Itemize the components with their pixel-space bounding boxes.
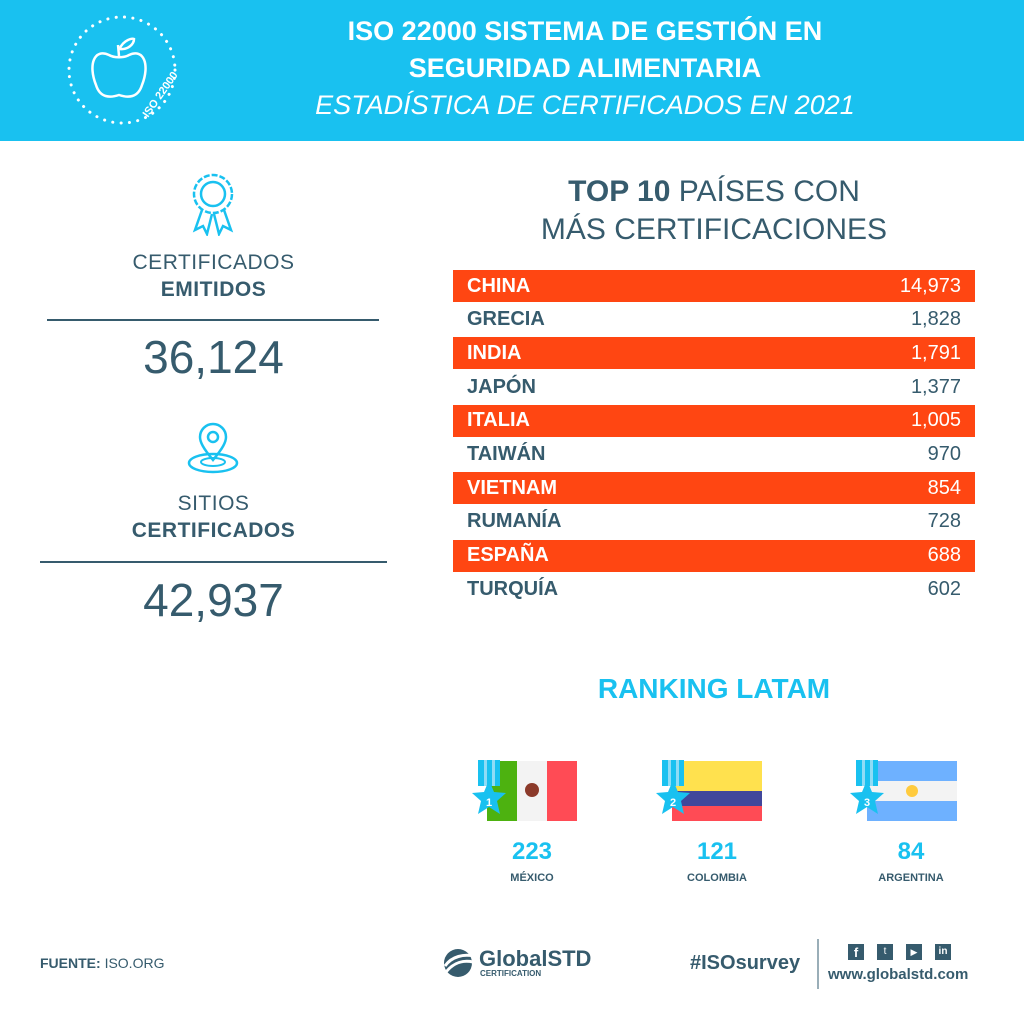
latam-value: 121 [696,838,738,865]
hashtag: #ISOsurvey [690,952,801,974]
logo-subtext: CERTIFICATION [480,969,542,978]
country-value: 688 [927,544,961,567]
latam-value: 223 [511,838,553,865]
table-row: ITALIA 1,005 [453,404,975,437]
source: FUENTE: ISO.ORG [40,955,164,971]
colombia-flag [672,761,762,821]
table-row: VIETNAM 854 [453,472,975,505]
latam-country: COLOMBIA [687,872,747,884]
top10-title-line1: TOP 10 PAÍSES CON [453,175,975,209]
country-value: 970 [927,443,961,465]
divider [47,319,379,321]
table-row: JAPÓN 1,377 [453,371,975,403]
latam-title: RANKING LATAM [597,673,831,704]
latam-country: ARGENTINA [878,872,944,884]
table-row: INDIA 1,791 [453,337,975,370]
medal-star-icon: 2 [656,760,690,814]
country-value: 602 [927,577,961,600]
badge-text: ISO 22000 [141,70,181,120]
footer-divider [817,939,819,989]
globalstd-logo-icon [443,949,475,977]
source-label: FUENTE: [40,955,101,971]
latam-item: 223 MÉXICO [442,838,622,884]
rank-number: 3 [864,797,870,809]
table-row: CHINA 14,973 [453,270,975,302]
country-name: RUMANÍA [467,510,562,533]
table-row: TAIWÁN 970 [453,439,975,471]
stat-label: CERTIFICADOS [132,251,295,274]
stat-label-bold: CERTIFICADOS [131,519,296,542]
country-name: INDIA [467,341,522,364]
top10-title-rest: PAÍSES CON [678,175,860,208]
country-value: 14,973 [899,274,961,297]
country-name: ITALIA [467,409,530,432]
country-name: TURQUÍA [467,577,559,600]
stat-label-bold: EMITIDOS [160,278,267,301]
header-title-line2: SEGURIDAD ALIMENTARIA [408,53,762,83]
stat-value-certificates: 36,124 [143,331,284,383]
latam-country: MÉXICO [510,872,554,884]
table-row: TURQUÍA 602 [453,573,975,605]
medal-star-icon: 1 [472,760,506,814]
facebook-icon[interactable]: f [848,944,864,960]
stat-value-sites: 42,937 [143,574,284,626]
country-value: 1,791 [910,341,961,364]
table-row: ESPAÑA 688 [453,539,975,572]
country-name: TAIWÁN [467,443,546,465]
argentina-flag [867,761,957,821]
header-subtitle: ESTADÍSTICA DE CERTIFICADOS EN 2021 [315,90,855,120]
country-name: GRECIA [467,308,545,331]
stat-label: SITIOS [177,492,250,515]
location-pin-icon [187,422,239,474]
country-name: ESPAÑA [467,544,549,567]
rank-number: 2 [670,797,676,809]
twitter-icon[interactable]: t [877,944,893,960]
social-icons: f t ▶ in [848,944,951,960]
country-value: 728 [927,510,961,533]
country-name: JAPÓN [467,375,536,398]
header-banner: ISO 22000 ISO 22000 SISTEMA DE GESTIÓN E… [0,0,1024,141]
country-value: 1,005 [910,409,961,432]
logo-text: GlobalSTD [479,946,592,971]
website-link[interactable]: www.globalstd.com [828,966,969,983]
iso-apple-badge-icon: ISO 22000 [67,15,181,125]
country-name: VIETNAM [467,476,557,499]
header-title-line1: ISO 22000 SISTEMA DE GESTIÓN EN [347,16,823,46]
award-ribbon-icon [192,173,234,236]
top10-title-bold: TOP 10 [568,175,671,208]
rank-number: 1 [486,797,492,809]
latam-item: 84 ARGENTINA [821,838,1001,884]
divider [40,561,387,563]
top10-title-line2: MÁS CERTIFICACIONES [540,213,888,246]
country-value: 1,377 [910,375,961,398]
source-value: ISO.ORG [104,955,165,971]
table-row: GRECIA 1,828 [453,304,975,336]
youtube-icon[interactable]: ▶ [906,944,922,960]
linkedin-icon[interactable]: in [935,944,951,960]
table-row: RUMANÍA 728 [453,506,975,538]
country-value: 854 [927,476,961,499]
country-name: CHINA [467,274,531,297]
latam-item: 121 COLOMBIA [627,838,807,884]
country-value: 1,828 [910,308,961,331]
medal-star-icon: 3 [850,760,884,814]
latam-value: 84 [897,838,925,865]
